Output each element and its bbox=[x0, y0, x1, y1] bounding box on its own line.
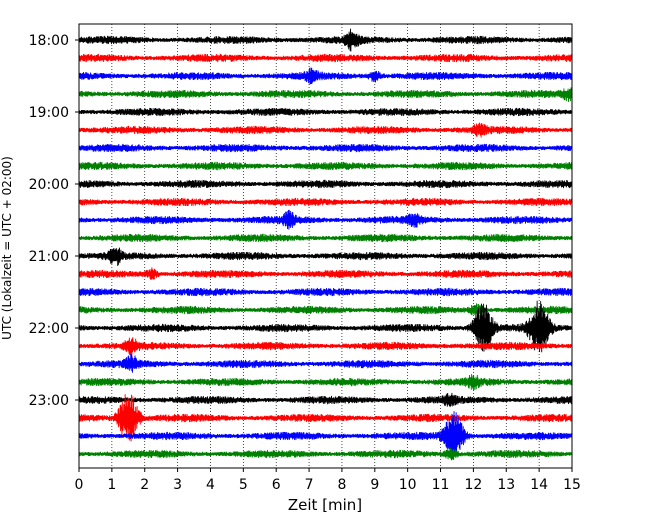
trace-6 bbox=[78, 143, 573, 153]
trace-22 bbox=[78, 411, 573, 461]
trace-19 bbox=[78, 374, 573, 391]
x-axis-label: Zeit [min] bbox=[288, 496, 362, 514]
x-tick-label-13: 13 bbox=[497, 477, 515, 493]
plot-frame bbox=[78, 23, 573, 469]
x-tick-label-9: 9 bbox=[370, 477, 379, 493]
y-tick-label-4: 22:00 bbox=[29, 321, 69, 337]
y-tick-label-5: 23:00 bbox=[29, 393, 69, 409]
trace-7 bbox=[78, 161, 573, 171]
x-tick-label-14: 14 bbox=[530, 477, 548, 493]
y-axis-ticks: 18:00 19:00 20:00 21:00 22:00 23:00 bbox=[29, 33, 79, 409]
y-axis-label: UTC (Lokalzeit = UTC + 02:00) bbox=[0, 156, 14, 340]
x-tick-label-7: 7 bbox=[305, 477, 314, 493]
trace-15 bbox=[78, 303, 573, 318]
trace-3 bbox=[78, 87, 573, 102]
trace-14 bbox=[78, 287, 573, 297]
x-tick-label-4: 4 bbox=[206, 477, 215, 493]
trace-0 bbox=[78, 28, 573, 52]
trace-23 bbox=[78, 447, 573, 460]
trace-17 bbox=[78, 337, 573, 358]
trace-5 bbox=[78, 122, 573, 138]
seismic-traces bbox=[78, 28, 573, 461]
x-tick-label-12: 12 bbox=[464, 477, 482, 493]
trace-18 bbox=[78, 353, 573, 373]
y-tick-label-0: 18:00 bbox=[29, 33, 69, 49]
x-tick-label-6: 6 bbox=[272, 477, 281, 493]
trace-13 bbox=[78, 267, 573, 281]
x-tick-label-8: 8 bbox=[337, 477, 346, 493]
y-tick-label-2: 20:00 bbox=[29, 177, 69, 193]
x-tick-label-2: 2 bbox=[140, 477, 149, 493]
x-axis-ticks: 0 1 2 3 4 5 6 7 8 9 10 11 12 13 14 15 bbox=[75, 468, 581, 493]
y-tick-label-3: 21:00 bbox=[29, 249, 69, 265]
y-tick-label-1: 19:00 bbox=[29, 105, 69, 121]
x-tick-label-3: 3 bbox=[173, 477, 182, 493]
trace-10 bbox=[78, 209, 573, 230]
trace-4 bbox=[78, 107, 573, 117]
trace-9 bbox=[78, 197, 573, 207]
trace-2 bbox=[78, 67, 573, 85]
x-tick-label-10: 10 bbox=[399, 477, 417, 493]
trace-8 bbox=[78, 179, 573, 189]
x-tick-label-5: 5 bbox=[239, 477, 248, 493]
x-tick-label-0: 0 bbox=[75, 477, 84, 493]
x-tick-label-1: 1 bbox=[107, 477, 116, 493]
trace-1 bbox=[78, 53, 573, 63]
trace-20 bbox=[78, 392, 573, 408]
trace-21 bbox=[78, 394, 573, 442]
trace-16 bbox=[78, 300, 573, 353]
x-tick-label-15: 15 bbox=[563, 477, 581, 493]
grid-lines bbox=[111, 24, 540, 468]
x-tick-label-11: 11 bbox=[432, 477, 450, 493]
trace-12 bbox=[78, 247, 573, 267]
trace-11 bbox=[78, 233, 573, 243]
